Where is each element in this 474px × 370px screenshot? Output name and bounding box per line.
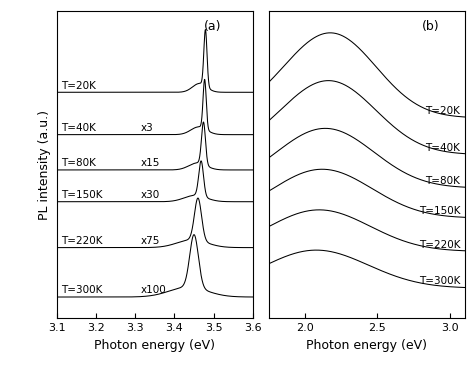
Text: (b): (b) bbox=[421, 20, 439, 33]
Text: x75: x75 bbox=[141, 236, 161, 246]
X-axis label: Photon energy (eV): Photon energy (eV) bbox=[306, 339, 427, 352]
Text: x15: x15 bbox=[141, 158, 161, 168]
Text: T=80K: T=80K bbox=[61, 158, 96, 168]
Y-axis label: PL intensity (a.u.): PL intensity (a.u.) bbox=[38, 110, 51, 220]
Text: T=300K: T=300K bbox=[419, 276, 460, 286]
Text: T=150K: T=150K bbox=[419, 206, 460, 216]
Text: T=40K: T=40K bbox=[425, 143, 460, 153]
Text: (a): (a) bbox=[204, 20, 221, 33]
Text: x3: x3 bbox=[141, 123, 154, 133]
Text: T=300K: T=300K bbox=[61, 285, 102, 295]
Text: T=20K: T=20K bbox=[425, 106, 460, 116]
Text: x30: x30 bbox=[141, 190, 160, 200]
Text: T=220K: T=220K bbox=[419, 240, 460, 250]
Text: T=20K: T=20K bbox=[61, 81, 96, 91]
Text: T=40K: T=40K bbox=[61, 123, 96, 133]
Text: T=150K: T=150K bbox=[61, 190, 102, 200]
X-axis label: Photon energy (eV): Photon energy (eV) bbox=[94, 339, 215, 352]
Text: T=220K: T=220K bbox=[61, 236, 102, 246]
Text: x100: x100 bbox=[141, 285, 167, 295]
Text: T=80K: T=80K bbox=[425, 176, 460, 186]
